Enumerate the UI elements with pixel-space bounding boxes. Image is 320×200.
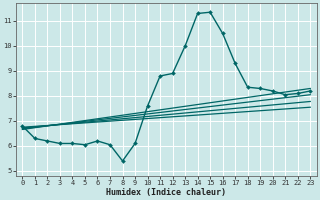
X-axis label: Humidex (Indice chaleur): Humidex (Indice chaleur) [106, 188, 226, 197]
